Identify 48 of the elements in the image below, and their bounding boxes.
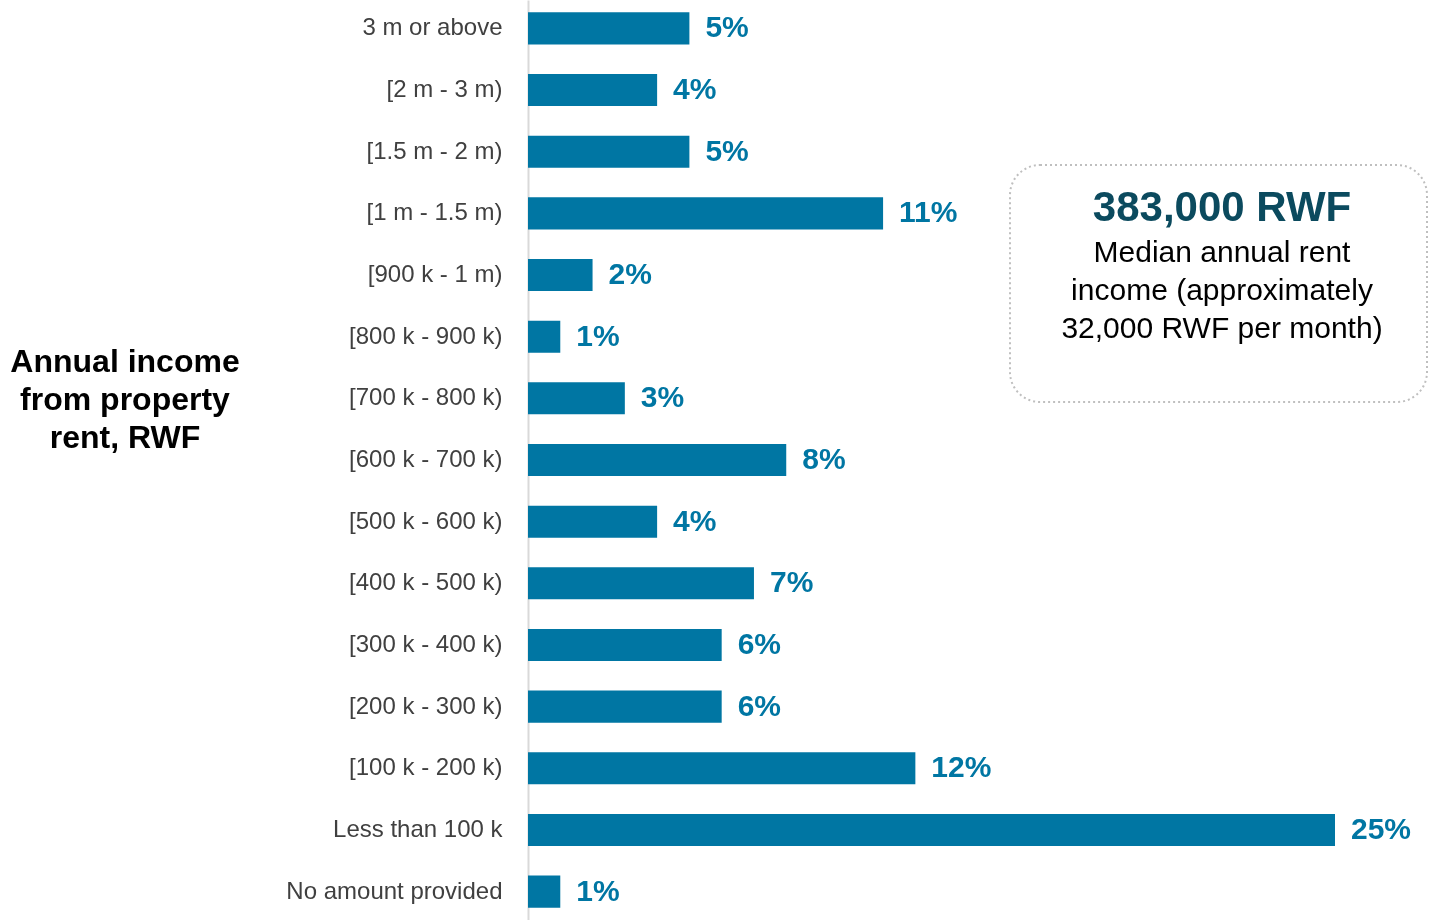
y-tick-label: [1.5 m - 2 m): [366, 136, 503, 164]
y-tick-label: [800 k - 900 k): [349, 321, 503, 349]
y-tick-label: [700 k - 800 k): [349, 383, 503, 411]
annotation: Median annual rent income (approximately 32,000 RWF per month): [1061, 235, 1383, 344]
data-label: 12%: [931, 750, 992, 784]
data-label: 5%: [705, 10, 749, 44]
data-label: 5%: [705, 133, 749, 167]
bar: [528, 505, 658, 538]
data-label: 6%: [737, 626, 782, 660]
data-label: 1%: [576, 318, 620, 352]
data-label: 2%: [608, 257, 652, 291]
bar: [528, 382, 625, 415]
data-label: 25%: [1351, 811, 1412, 845]
annotation: 383,000 RWF: [1092, 183, 1352, 230]
data-label: 11%: [899, 195, 958, 229]
bar: [528, 135, 690, 168]
y-tick-label: [1 m - 1.5 m): [366, 198, 503, 226]
y-tick-label: [900 k - 1 m): [367, 260, 503, 288]
bar: [528, 752, 916, 785]
data-label: 4%: [673, 503, 717, 537]
y-tick-label: [200 k - 300 k): [349, 691, 503, 719]
data-label: 3%: [640, 380, 685, 414]
bar: [528, 567, 754, 600]
y-tick-label: [300 k - 400 k): [349, 629, 503, 657]
y-tick-label: 3 m or above: [362, 13, 503, 41]
bar: [528, 690, 722, 723]
y-tick-label: [100 k - 200 k): [349, 753, 503, 781]
data-label: 8%: [802, 442, 846, 475]
bar: [528, 875, 561, 908]
data-label: 7%: [769, 565, 814, 599]
bar: [528, 197, 884, 230]
y-axis-title: Annual income from property rent, RWF: [10, 343, 240, 455]
y-tick-label: [600 k - 700 k): [349, 445, 503, 472]
bar: [528, 12, 690, 45]
y-tick-label: Less than 100 k: [333, 814, 504, 842]
bar: [528, 628, 722, 662]
data-label: 6%: [737, 688, 782, 722]
data-label: 4%: [673, 72, 717, 106]
y-tick-label: [2 m - 3 m): [386, 75, 503, 103]
bar: [528, 813, 1335, 847]
y-tick-label: [400 k - 500 k): [349, 568, 503, 596]
bar: [528, 73, 658, 107]
bar: [528, 443, 787, 477]
y-tick-label: [500 k - 600 k): [349, 506, 503, 534]
bar: [528, 320, 561, 353]
data-label: 1%: [576, 873, 620, 907]
y-tick-label: No amount provided: [286, 876, 503, 904]
bar: [528, 258, 593, 292]
